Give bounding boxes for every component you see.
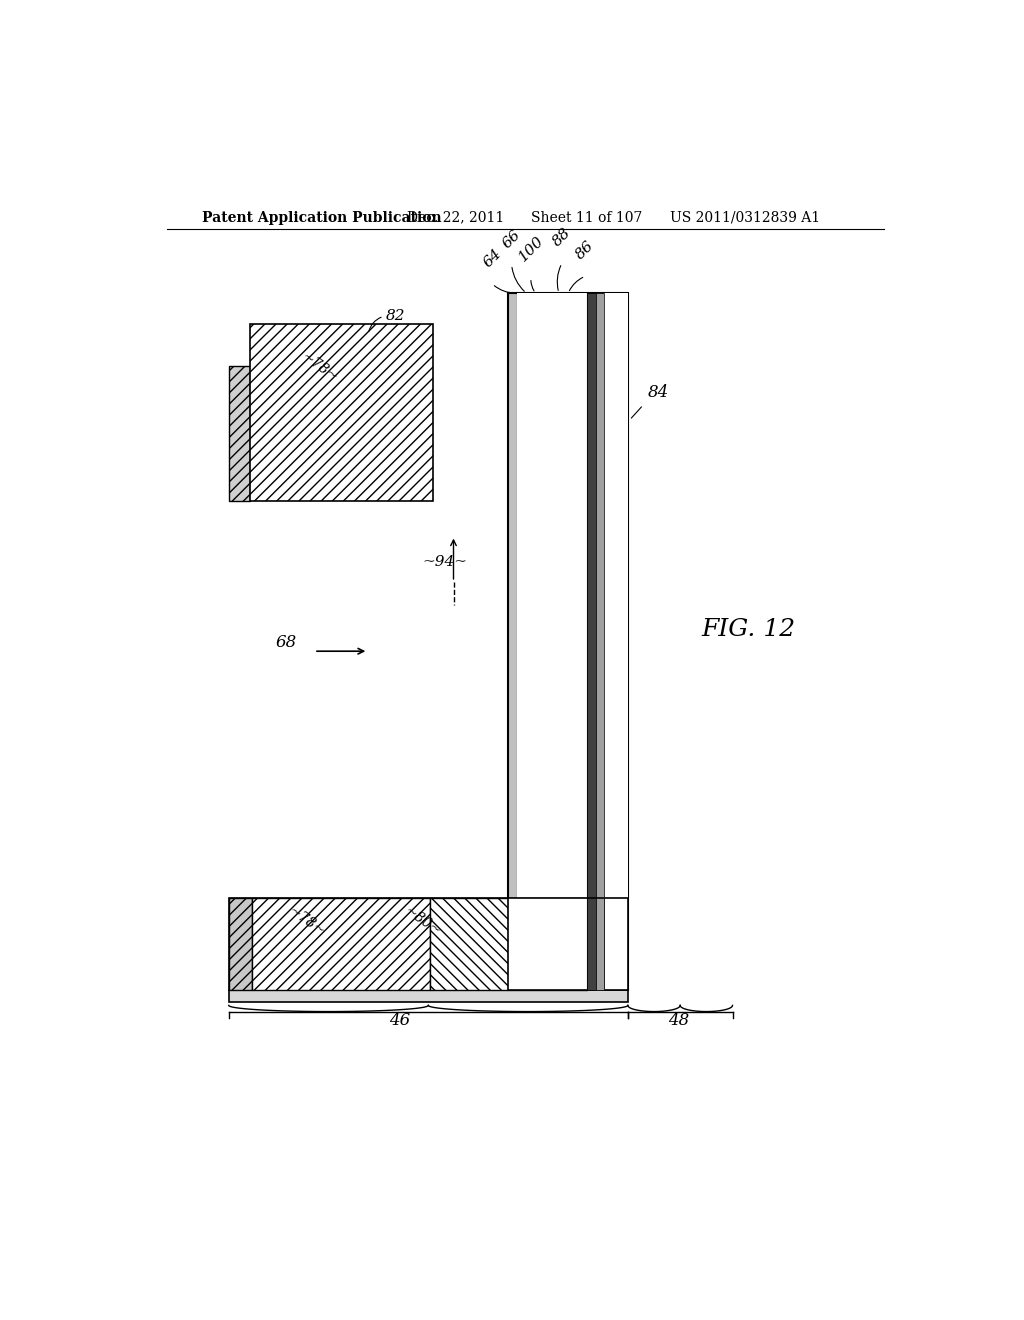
Bar [517, 293, 587, 990]
Text: ~80~: ~80~ [401, 904, 443, 939]
Bar [596, 898, 604, 990]
Bar [252, 898, 430, 990]
Bar [604, 293, 628, 990]
Text: US 2011/0312839 A1: US 2011/0312839 A1 [671, 211, 820, 224]
Text: 68: 68 [275, 635, 297, 651]
Text: 88: 88 [550, 226, 573, 249]
Bar [228, 898, 252, 990]
Bar [251, 323, 432, 502]
Text: 46: 46 [389, 1011, 410, 1028]
Bar [587, 293, 596, 990]
Text: Dec. 22, 2011: Dec. 22, 2011 [407, 211, 504, 224]
Bar [508, 293, 628, 990]
Text: 82: 82 [385, 309, 404, 322]
Bar [430, 898, 587, 990]
Text: 100: 100 [516, 234, 546, 264]
Bar [508, 898, 628, 990]
Bar [228, 898, 628, 990]
Bar [508, 898, 628, 990]
Text: ~78~: ~78~ [286, 904, 327, 939]
Text: 84: 84 [647, 384, 669, 401]
Bar [228, 990, 628, 1002]
Bar [596, 293, 604, 990]
Text: 86: 86 [573, 239, 597, 263]
Text: ~78~: ~78~ [299, 350, 340, 384]
Text: 48: 48 [668, 1011, 689, 1028]
Text: Patent Application Publication: Patent Application Publication [202, 211, 441, 224]
Text: 66: 66 [500, 227, 523, 251]
Text: ~94~: ~94~ [423, 556, 468, 569]
Bar [587, 898, 596, 990]
Text: Sheet 11 of 107: Sheet 11 of 107 [531, 211, 642, 224]
Bar [228, 367, 251, 502]
Bar [508, 293, 517, 990]
Text: 64: 64 [480, 247, 504, 271]
Text: FIG. 12: FIG. 12 [701, 618, 796, 640]
